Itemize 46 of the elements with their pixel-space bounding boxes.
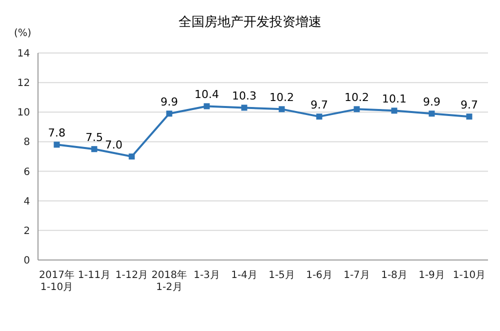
point <box>166 110 172 117</box>
point <box>241 104 248 111</box>
x-tick-label: 1-9月 <box>418 270 445 281</box>
x-tick-label: 1-6月 <box>306 270 332 281</box>
data-label: 9.7 <box>310 98 328 112</box>
data-label: 9.9 <box>160 96 178 109</box>
data-label: 9.7 <box>460 98 478 112</box>
x-tick-label: 1-10月 <box>452 270 486 281</box>
x-tick-label: 1-5月 <box>268 270 295 281</box>
y-tick-label: 6 <box>24 166 30 178</box>
point <box>278 106 285 112</box>
point <box>428 110 435 117</box>
x-tick-label: 1-8月 <box>381 270 408 281</box>
x-tick-label: 1-12月 <box>115 270 148 281</box>
y-tick-label: 14 <box>17 48 30 60</box>
x-tick-label: 1-3月 <box>194 270 220 281</box>
chart-title: 全国房地产开发投资增速 <box>178 14 322 30</box>
y-tick-label: 4 <box>24 196 30 208</box>
x-tick-label: 2017年 1-10月 <box>39 269 74 293</box>
data-label: 7.0 <box>105 138 122 152</box>
data-label: 10.1 <box>382 92 406 106</box>
data-label: 7.8 <box>48 126 66 140</box>
point <box>466 114 472 120</box>
data-label: 10.2 <box>344 91 369 104</box>
y-axis-title: (%) <box>14 28 32 39</box>
point <box>204 103 210 110</box>
x-tick-label: 1-4月 <box>231 270 258 281</box>
y-tick-label: 2 <box>24 226 30 237</box>
point <box>316 114 322 120</box>
data-label: 10.3 <box>232 90 256 103</box>
y-tick-label: 10 <box>17 108 30 119</box>
x-tick-label: 1-7月 <box>344 270 370 281</box>
point <box>128 154 135 160</box>
y-tick-label: 8 <box>24 137 30 148</box>
point <box>91 146 98 152</box>
point <box>391 108 398 114</box>
data-label: 7.5 <box>86 131 103 144</box>
y-tick-label: 12 <box>17 78 30 90</box>
point <box>354 106 360 112</box>
point <box>54 142 60 148</box>
data-label: 9.9 <box>423 96 440 109</box>
y-tick-label: 0 <box>24 256 30 266</box>
x-tick-label: 2018年 1-2月 <box>152 269 187 293</box>
data-label: 10.4 <box>194 88 219 102</box>
data-label: 10.2 <box>270 91 294 104</box>
x-tick-label: 1-11月 <box>78 270 111 281</box>
